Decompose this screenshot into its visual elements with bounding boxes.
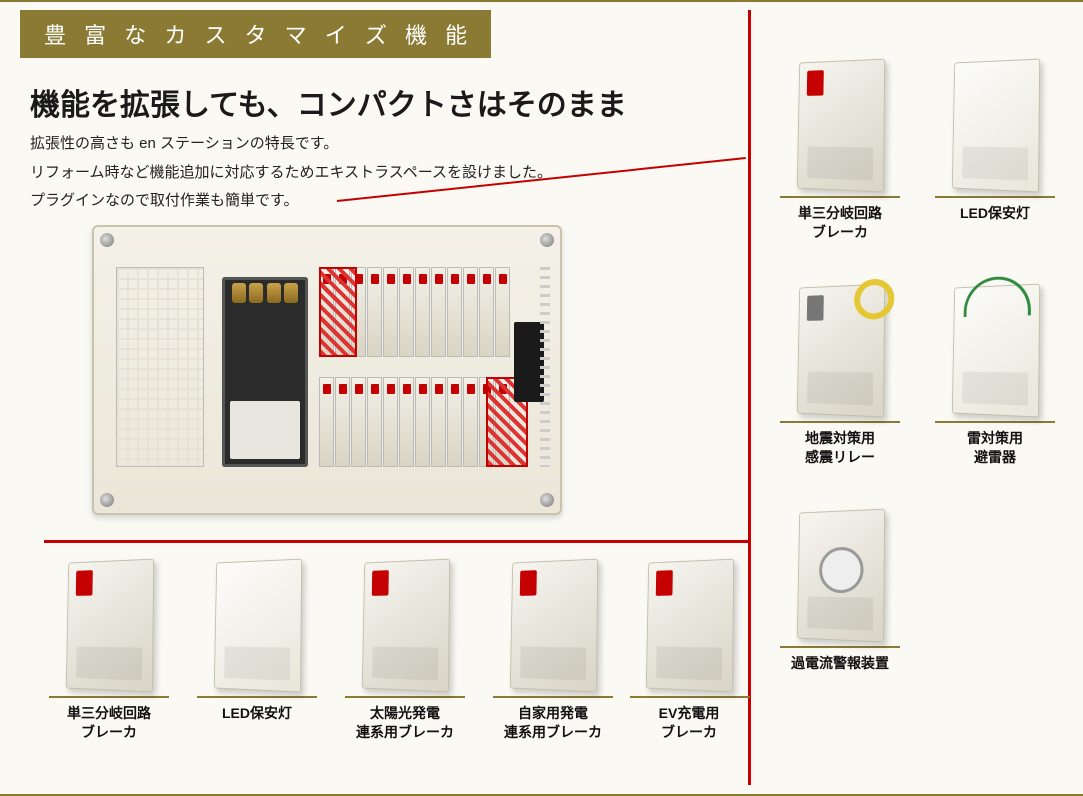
divider-vertical (748, 10, 751, 785)
module-caption: 単三分岐回路 ブレーカ (775, 204, 905, 242)
divider-horizontal (44, 540, 748, 543)
module-thumb (797, 284, 885, 418)
module-caption: EV充電用 ブレーカ (630, 704, 748, 742)
desc-line: 拡張性の高さも en ステーションの特長です。 (30, 130, 552, 159)
module-item: 自家用発電 連系用ブレーカ (488, 560, 618, 742)
module-caption: LED保安灯 (192, 704, 322, 723)
extra-space-highlight (319, 267, 357, 357)
module-caption: 単三分岐回路 ブレーカ (44, 704, 174, 742)
desc-line: リフォーム時など機能追加に対応するためエキストラスペースを設けました。 (30, 159, 552, 188)
desc-line: プラグインなので取付作業も簡単です。 (30, 187, 552, 216)
module-thumb (362, 559, 450, 693)
module-caption: 過電流警報装置 (775, 654, 905, 673)
module-item: LED保安灯 (192, 560, 322, 723)
module-caption: 太陽光発電 連系用ブレーカ (340, 704, 470, 742)
headline: 機能を拡張しても、コンパクトさはそのまま (30, 80, 627, 124)
module-item: 過電流警報装置 (775, 510, 905, 673)
module-thumb (646, 559, 734, 693)
module-caption: 自家用発電 連系用ブレーカ (488, 704, 618, 742)
module-thumb (797, 509, 885, 643)
module-item: 単三分岐回路 ブレーカ (775, 60, 905, 242)
module-item: 雷対策用 避雷器 (930, 285, 1060, 467)
module-item: EV充電用 ブレーカ (630, 560, 748, 742)
distribution-panel-illustration (92, 225, 562, 515)
module-thumb (510, 559, 598, 693)
module-thumb (952, 59, 1040, 193)
module-item: 太陽光発電 連系用ブレーカ (340, 560, 470, 742)
main-breaker (222, 277, 308, 467)
module-item: LED保安灯 (930, 60, 1060, 223)
module-thumb (214, 559, 302, 693)
description-block: 拡張性の高さも en ステーションの特長です。 リフォーム時など機能追加に対応す… (30, 130, 552, 216)
section-badge: 豊 富 な カ ス タ マ イ ズ 機 能 (20, 10, 491, 58)
module-caption: 地震対策用 感震リレー (775, 429, 905, 467)
module-caption: 雷対策用 避雷器 (930, 429, 1060, 467)
module-thumb (952, 284, 1040, 418)
module-item: 地震対策用 感震リレー (775, 285, 905, 467)
module-thumb (66, 559, 154, 693)
module-caption: LED保安灯 (930, 204, 1060, 223)
module-thumb (797, 59, 885, 193)
module-item: 単三分岐回路 ブレーカ (44, 560, 174, 742)
